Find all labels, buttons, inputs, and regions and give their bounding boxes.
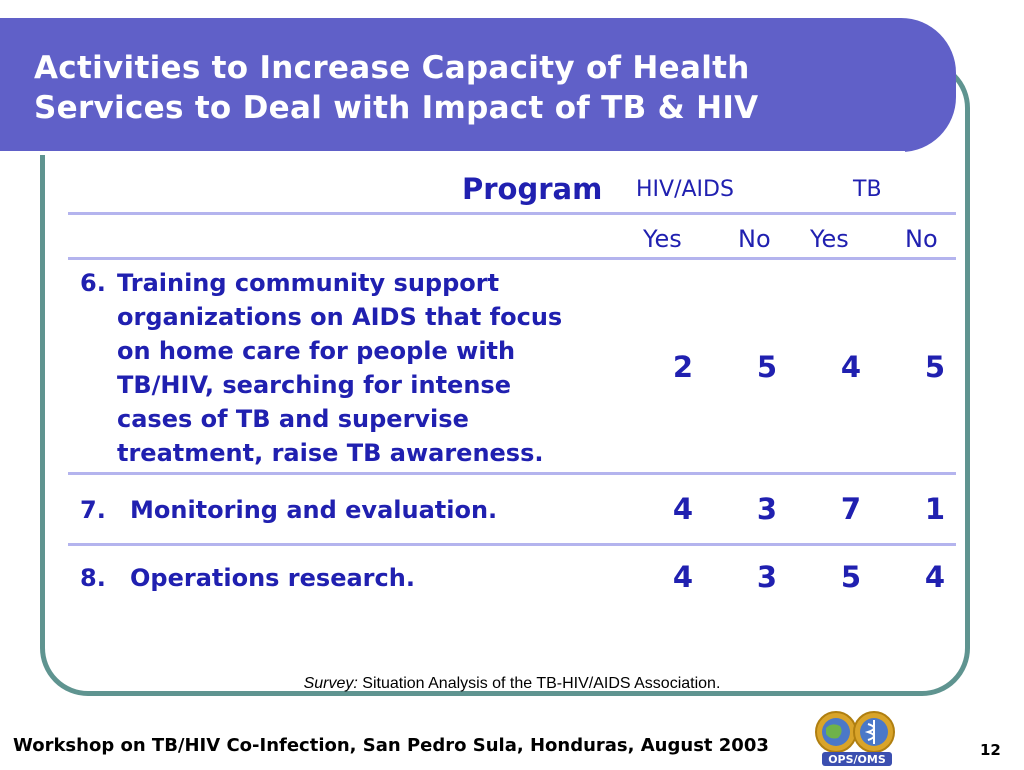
survey-source: Survey: Situation Analysis of the TB-HIV… — [0, 675, 1024, 693]
title-band: Activities to Increase Capacity of Healt… — [0, 18, 956, 155]
hiv-aids-group-header: HIV/AIDS — [636, 177, 734, 202]
program-header: Program — [462, 172, 603, 206]
slide-title-line-1: Activities to Increase Capacity of Healt… — [34, 50, 750, 86]
row-7-hiv-yes: 4 — [672, 492, 693, 526]
content-frame — [40, 60, 970, 696]
row-6-text-line: organizations on AIDS that focus — [117, 303, 563, 331]
footer-text: Workshop on TB/HIV Co-Infection, San Ped… — [13, 735, 769, 756]
row-6-text-line: TB/HIV, searching for intense — [117, 371, 511, 399]
subheader-rule — [68, 257, 956, 260]
header-rule — [68, 212, 956, 215]
row-7-number: 7. — [80, 496, 106, 524]
hiv-no-header: No — [738, 225, 771, 253]
row-6-tb-yes: 4 — [840, 350, 861, 384]
row-8-number: 8. — [80, 564, 106, 592]
row-8-hiv-yes: 4 — [672, 560, 693, 594]
row-6-text-line: treatment, raise TB awareness. — [117, 439, 544, 467]
row-8-tb-yes: 5 — [840, 560, 861, 594]
tb-yes-header: Yes — [810, 225, 849, 253]
row-6-hiv-no: 5 — [756, 350, 777, 384]
row-6-text-line: Training community support — [117, 269, 500, 297]
row-8-hiv-no: 3 — [756, 560, 777, 594]
ops-oms-logo: OPS/OMS — [810, 708, 902, 766]
title-underline — [0, 151, 905, 155]
tb-no-header: No — [905, 225, 938, 253]
svg-text:OPS/OMS: OPS/OMS — [828, 753, 886, 766]
survey-text: Situation Analysis of the TB-HIV/AIDS As… — [357, 675, 721, 692]
row-6-rule — [68, 472, 956, 475]
row-7-tb-no: 1 — [924, 492, 945, 526]
row-7-hiv-no: 3 — [756, 492, 777, 526]
row-6-hiv-yes: 2 — [672, 350, 693, 384]
tb-group-header: TB — [853, 177, 882, 202]
row-7-text: Monitoring and evaluation. — [130, 496, 498, 524]
row-6-text-line: on home care for people with — [117, 337, 516, 365]
row-8-text: Operations research. — [130, 564, 415, 592]
hiv-yes-header: Yes — [643, 225, 682, 253]
row-6-tb-no: 5 — [924, 350, 945, 384]
row-6-number: 6. — [80, 269, 106, 297]
row-8-tb-no: 4 — [924, 560, 945, 594]
row-6-text-line: cases of TB and supervise — [117, 405, 469, 433]
slide-title-line-2: Services to Deal with Impact of TB & HIV — [34, 90, 759, 126]
slide-title: Activities to Increase Capacity of Healt… — [34, 48, 934, 128]
row-7-tb-yes: 7 — [840, 492, 861, 526]
row-6-text: Training community support organizations… — [117, 266, 637, 470]
row-7-rule — [68, 543, 956, 546]
survey-label: Survey: — [303, 675, 358, 692]
page-number: 12 — [980, 741, 1001, 759]
